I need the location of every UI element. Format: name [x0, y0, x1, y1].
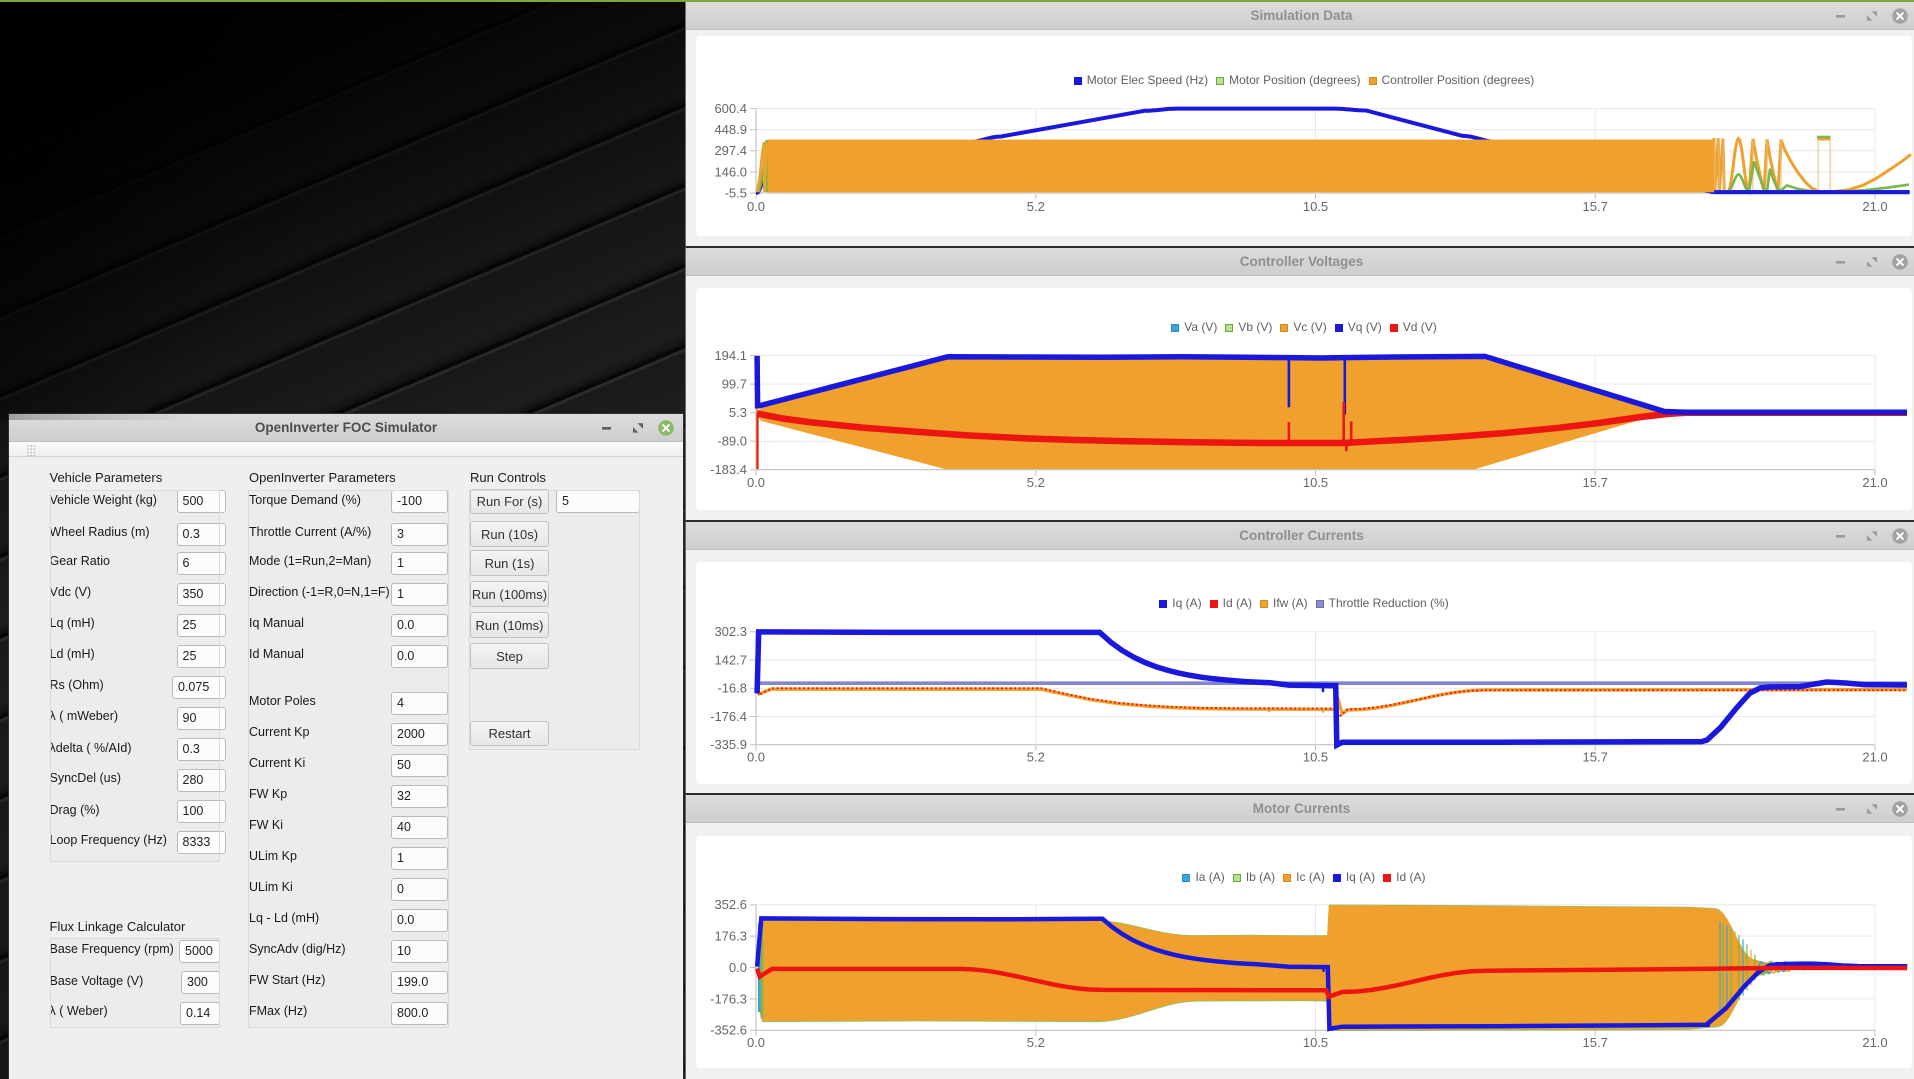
svg-text:15.7: 15.7 — [1583, 750, 1608, 765]
svg-text:21.0: 21.0 — [1862, 199, 1887, 214]
svg-text:-16.8: -16.8 — [717, 681, 747, 696]
svg-text:600.4: 600.4 — [714, 101, 747, 116]
svg-text:448.9: 448.9 — [714, 122, 747, 137]
svg-text:21.0: 21.0 — [1862, 475, 1887, 490]
svg-text:0.0: 0.0 — [747, 475, 765, 490]
svg-text:302.3: 302.3 — [714, 624, 747, 639]
svg-text:5.2: 5.2 — [1027, 750, 1045, 765]
svg-text:10.5: 10.5 — [1303, 199, 1328, 214]
svg-text:5.2: 5.2 — [1027, 199, 1045, 214]
svg-text:15.7: 15.7 — [1583, 475, 1608, 490]
svg-text:-176.3: -176.3 — [710, 991, 747, 1006]
svg-text:0.0: 0.0 — [729, 960, 747, 975]
svg-text:21.0: 21.0 — [1862, 750, 1887, 765]
svg-text:10.5: 10.5 — [1303, 750, 1328, 765]
svg-text:99.7: 99.7 — [722, 377, 747, 392]
svg-text:10.5: 10.5 — [1303, 475, 1328, 490]
svg-text:-352.6: -352.6 — [710, 1023, 747, 1038]
svg-text:-176.4: -176.4 — [710, 709, 747, 724]
svg-text:142.7: 142.7 — [714, 652, 747, 667]
svg-text:10.5: 10.5 — [1303, 1035, 1328, 1050]
svg-text:15.7: 15.7 — [1583, 199, 1608, 214]
svg-text:146.0: 146.0 — [714, 164, 747, 179]
svg-text:-183.4: -183.4 — [710, 462, 747, 477]
svg-text:176.3: 176.3 — [714, 929, 747, 944]
svg-text:0.0: 0.0 — [747, 1035, 765, 1050]
svg-text:5.2: 5.2 — [1027, 1035, 1045, 1050]
svg-text:297.4: 297.4 — [714, 143, 747, 158]
svg-text:-89.0: -89.0 — [717, 434, 747, 449]
svg-text:-5.5: -5.5 — [725, 185, 747, 200]
svg-text:21.0: 21.0 — [1862, 1035, 1887, 1050]
svg-text:194.1: 194.1 — [714, 348, 747, 363]
svg-text:-335.9: -335.9 — [710, 737, 747, 752]
svg-text:0.0: 0.0 — [747, 199, 765, 214]
svg-text:5.2: 5.2 — [1027, 475, 1045, 490]
svg-text:15.7: 15.7 — [1583, 1035, 1608, 1050]
svg-text:0.0: 0.0 — [747, 750, 765, 765]
svg-text:352.6: 352.6 — [714, 897, 747, 912]
svg-text:5.3: 5.3 — [729, 405, 747, 420]
